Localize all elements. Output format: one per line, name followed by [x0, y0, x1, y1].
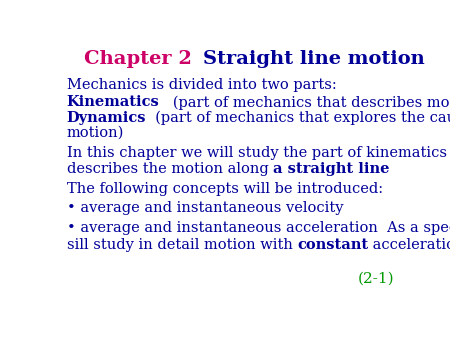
- Text: • average and instantaneous velocity: • average and instantaneous velocity: [67, 201, 343, 215]
- Text: Straight line motion: Straight line motion: [202, 50, 424, 68]
- Text: motion): motion): [67, 126, 124, 140]
- Text: The following concepts will be introduced:: The following concepts will be introduce…: [67, 182, 383, 196]
- Text: Dynamics: Dynamics: [67, 111, 146, 125]
- Text: constant: constant: [297, 238, 369, 252]
- Text: (part of mechanics that explores the causes of: (part of mechanics that explores the cau…: [146, 111, 450, 125]
- Text: describes the motion along: describes the motion along: [67, 162, 273, 175]
- Text: (2-1): (2-1): [358, 271, 395, 285]
- Text: sill study in detail motion with: sill study in detail motion with: [67, 238, 297, 252]
- Text: Kinematics: Kinematics: [67, 95, 159, 109]
- Text: a straight line: a straight line: [273, 162, 390, 175]
- Text: • average and instantaneous acceleration  As a special case we: • average and instantaneous acceleration…: [67, 221, 450, 236]
- Text: acceleration: acceleration: [369, 238, 450, 252]
- Text: (part of mechanics that describes motion): (part of mechanics that describes motion…: [159, 95, 450, 110]
- Text: In this chapter we will study the part of kinematics that: In this chapter we will study the part o…: [67, 146, 450, 160]
- Text: Mechanics is divided into two parts:: Mechanics is divided into two parts:: [67, 78, 337, 92]
- Text: Chapter 2: Chapter 2: [84, 50, 192, 68]
